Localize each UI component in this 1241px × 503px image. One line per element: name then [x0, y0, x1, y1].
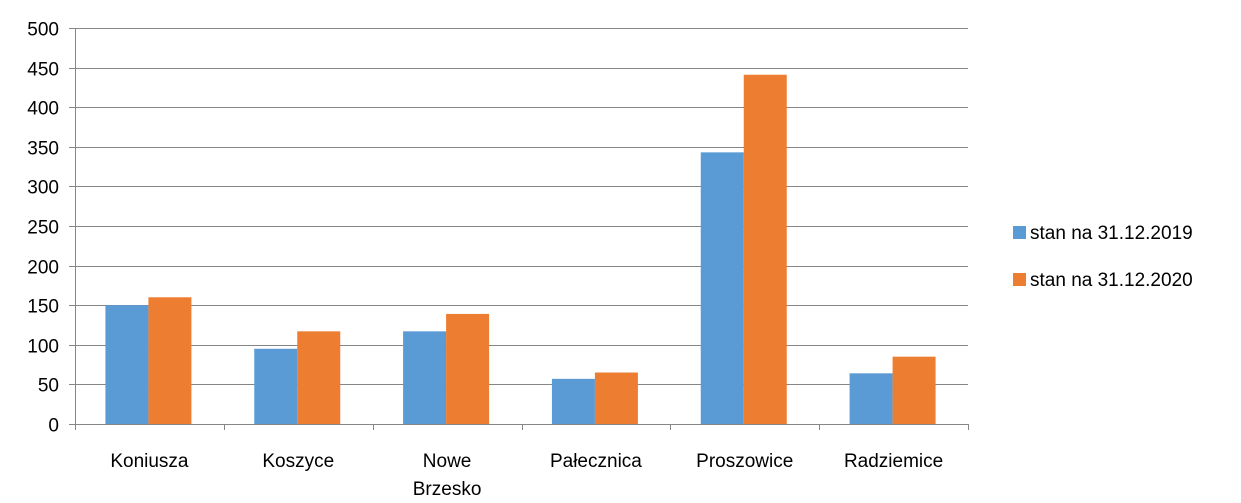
y-axis-tick-labels: 0 50 100 150 200 250 300 350 400 450 500	[27, 20, 59, 437]
gridlines	[75, 28, 968, 385]
bar-2020-3	[594, 372, 638, 424]
y-tick-label: 250	[27, 218, 59, 239]
bar-2020-5	[892, 356, 936, 424]
bar-2019-5	[849, 373, 893, 424]
bar-2020-2	[446, 313, 490, 424]
axes	[69, 28, 969, 430]
x-category-label: Pałecznica	[550, 451, 642, 472]
y-tick-label: 300	[27, 178, 59, 199]
bar-2019-0	[105, 305, 149, 424]
bar-2019-3	[551, 378, 595, 424]
y-tick-label: 200	[27, 258, 59, 279]
x-category-label: Nowe Brzesko	[413, 451, 482, 498]
y-tick-label: 0	[48, 416, 59, 437]
legend-swatch-0	[1013, 226, 1026, 239]
y-tick-label: 450	[27, 60, 59, 81]
x-category-label: Koniusza	[110, 451, 189, 472]
legend-swatch-1	[1013, 273, 1026, 286]
bar-2019-4	[700, 152, 744, 424]
bar-2019-2	[403, 331, 447, 424]
y-tick-label: 350	[27, 139, 59, 160]
legend-label-1: stan na 31.12.2020	[1030, 270, 1193, 291]
bar-2020-4	[743, 74, 787, 424]
x-axis-category-labels: Koniusza Koszyce Nowe Brzesko Pałecznica Pros…	[110, 451, 943, 500]
y-tick-label: 150	[27, 297, 59, 318]
y-tick-label: 500	[27, 20, 59, 41]
bar-2020-0	[148, 297, 192, 424]
bars	[105, 74, 936, 424]
x-category-label: Radziemice	[844, 451, 943, 472]
legend: stan na 31.12.2019 stan na 31.12.2020	[1013, 223, 1193, 291]
y-tick-label: 400	[27, 99, 59, 120]
bar-2019-1	[254, 348, 298, 424]
x-category-label: Koszyce	[262, 451, 334, 472]
y-tick-label: 100	[27, 337, 59, 358]
y-tick-label: 50	[38, 376, 59, 397]
x-category-label: Proszowice	[696, 451, 793, 472]
legend-label-0: stan na 31.12.2019	[1030, 223, 1193, 244]
bar-2020-1	[297, 331, 341, 424]
